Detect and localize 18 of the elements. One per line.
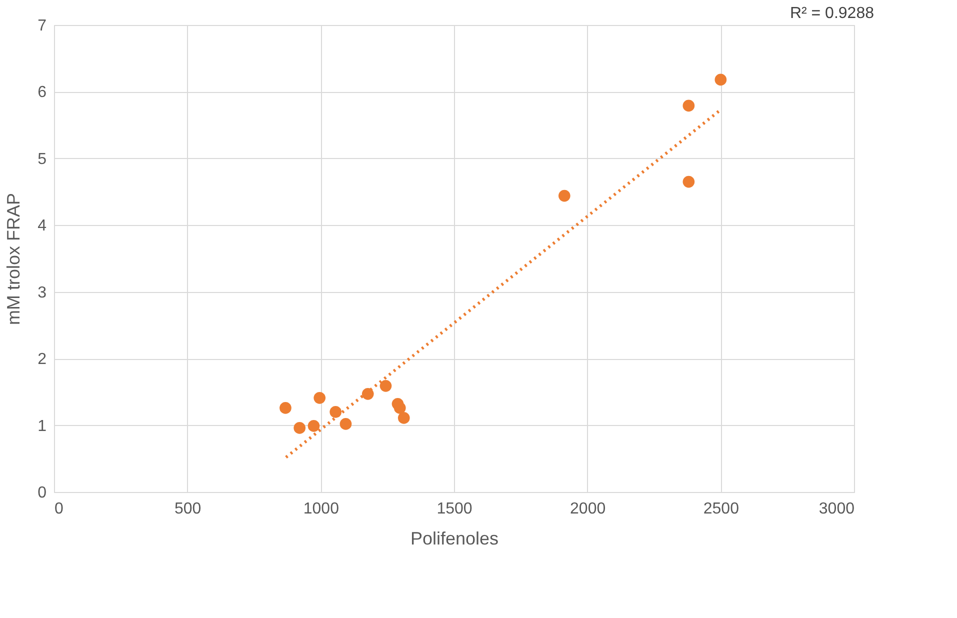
y-tick-label: 6 xyxy=(38,84,47,102)
x-tick-label: 500 xyxy=(174,500,202,518)
x-tick-label: 1000 xyxy=(303,500,340,518)
text: R² = 0.9288 xyxy=(790,5,874,22)
y-tick-label: 7 xyxy=(38,18,47,34)
x-tick-label: 2000 xyxy=(570,500,606,518)
x-tick-label: 3000 xyxy=(818,500,855,518)
y-tick-label: 3 xyxy=(38,284,47,302)
y-axis-title: mM trolox FRAP xyxy=(4,192,24,326)
x-tick-label: 1500 xyxy=(436,500,472,518)
y-tick-label: 5 xyxy=(38,150,47,168)
y-tick-label: 4 xyxy=(38,218,47,235)
y-tick-label: 2 xyxy=(38,351,47,368)
x-axis-title: Polifenoles xyxy=(410,528,499,548)
x-tick-label: 0 xyxy=(54,500,64,518)
x-tick-label: 2500 xyxy=(703,500,740,518)
y-tick-label: 1 xyxy=(38,418,47,435)
y-tick-label: 0 xyxy=(38,484,47,502)
